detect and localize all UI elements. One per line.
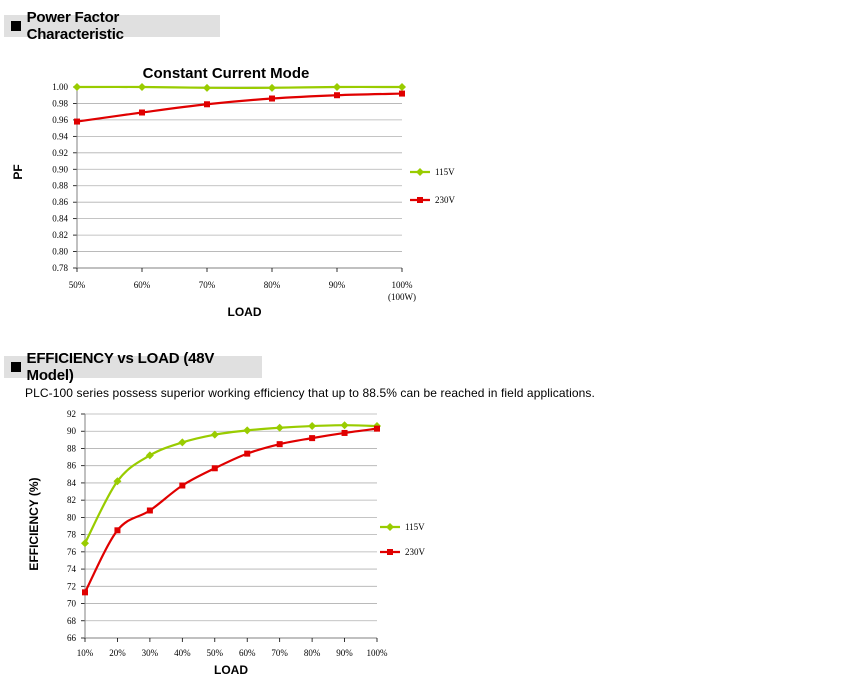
point-115V (268, 83, 276, 92)
y-tick-label: 0.98 (52, 98, 68, 108)
y-tick-label: 86 (67, 461, 77, 471)
square-bullet-icon (11, 362, 21, 372)
y-tick-label: 72 (67, 581, 76, 591)
point-230V (204, 101, 210, 108)
point-230V (276, 441, 283, 448)
legend-label: 115V (405, 522, 425, 532)
y-tick-label: 90 (67, 426, 77, 436)
series-line-230V (84, 427, 378, 593)
point-115V (138, 83, 146, 91)
x-tick-label: 10% (77, 648, 94, 658)
x-tick-label: 30% (142, 648, 159, 658)
y-tick-label: 92 (67, 409, 76, 419)
efficiency-section-title: EFFICIENCY vs LOAD (48V Model) (26, 350, 215, 384)
x-tick-label: 20% (109, 648, 126, 658)
x-tick-label: 90% (336, 648, 353, 658)
y-tick-label: 0.82 (52, 230, 68, 240)
y-tick-label: 0.90 (52, 164, 68, 174)
point-230V (114, 527, 121, 534)
pf-section-title: Power Factor Characteristic (26, 9, 124, 43)
x-tick-label: 90% (329, 280, 346, 290)
legend-marker (387, 549, 393, 555)
x-tick-label: 50% (207, 648, 224, 658)
legend-label: 115V (435, 167, 455, 177)
point-115V (275, 423, 284, 432)
x-tick-label: 60% (134, 280, 151, 290)
chart-title: Constant Current Mode (143, 65, 310, 82)
y-tick-label: 74 (67, 564, 77, 574)
point-230V (269, 95, 275, 102)
legend-marker (417, 197, 423, 203)
y-tick-label: 80 (67, 512, 77, 522)
y-tick-label: 78 (67, 530, 77, 540)
point-230V (334, 92, 340, 99)
point-115V (333, 83, 341, 91)
y-tick-label: 0.86 (52, 197, 68, 207)
point-115V (178, 438, 187, 447)
x-tick-label: 100% (367, 648, 389, 658)
point-115V (81, 539, 89, 548)
x-extra-label: (100W) (388, 292, 416, 302)
point-115V (210, 430, 219, 439)
point-115V (113, 477, 122, 486)
x-tick-label: 80% (304, 648, 321, 658)
series-line-115V (76, 85, 403, 90)
y-tick-label: 84 (67, 478, 77, 488)
y-tick-label: 82 (67, 495, 76, 505)
x-tick-label: 50% (69, 280, 86, 290)
legend-label: 230V (435, 195, 456, 205)
legend-label: 230V (405, 547, 426, 557)
point-115V (203, 83, 211, 92)
point-230V (244, 450, 251, 457)
x-tick-label: 40% (174, 648, 191, 658)
y-tick-label: 70 (67, 599, 77, 609)
x-tick-label: 80% (264, 280, 281, 290)
point-230V (341, 429, 348, 436)
y-tick-label: 76 (67, 547, 77, 557)
y-tick-label: 0.94 (52, 131, 68, 141)
x-tick-label: 70% (271, 648, 288, 658)
y-tick-label: 1.00 (52, 82, 68, 92)
efficiency-section-header: EFFICIENCY vs LOAD (48V Model) (4, 350, 262, 384)
y-tick-label: 88 (67, 443, 77, 453)
y-tick-label: 0.88 (52, 181, 68, 191)
y-tick-label: 0.84 (52, 214, 68, 224)
y-tick-label: 0.92 (52, 148, 68, 158)
point-230V (399, 90, 405, 97)
y-tick-label: 0.78 (52, 263, 68, 273)
x-axis-title: LOAD (214, 663, 248, 677)
x-axis-title: LOAD (228, 305, 262, 319)
square-bullet-icon (11, 21, 21, 31)
point-115V (145, 451, 154, 460)
y-tick-label: 66 (67, 633, 77, 643)
y-tick-label: 0.80 (52, 247, 68, 257)
point-115V (243, 426, 252, 435)
x-tick-label: 60% (239, 648, 256, 658)
y-axis-title: PF (11, 164, 25, 179)
x-tick-label: 70% (199, 280, 216, 290)
point-115V (340, 421, 349, 430)
y-tick-label: 0.96 (52, 115, 68, 125)
pf-section-header: Power Factor Characteristic (4, 9, 220, 43)
y-tick-label: 68 (67, 616, 77, 626)
point-115V (398, 83, 406, 91)
series-line-230V (76, 92, 403, 123)
point-230V (74, 118, 80, 125)
efficiency-description: PLC-100 series possess superior working … (25, 386, 595, 400)
point-115V (308, 422, 317, 431)
x-tick-label: 100% (392, 280, 414, 290)
legend-marker (416, 168, 424, 176)
point-230V (82, 589, 88, 596)
point-230V (139, 109, 145, 116)
series-line-115V (84, 424, 378, 544)
y-axis-title: EFFICIENCY (%) (27, 477, 41, 570)
point-230V (179, 482, 186, 489)
point-230V (374, 425, 380, 432)
point-230V (309, 435, 316, 442)
legend-marker (386, 523, 394, 531)
point-230V (146, 507, 153, 514)
point-230V (211, 465, 218, 472)
point-115V (73, 83, 81, 91)
